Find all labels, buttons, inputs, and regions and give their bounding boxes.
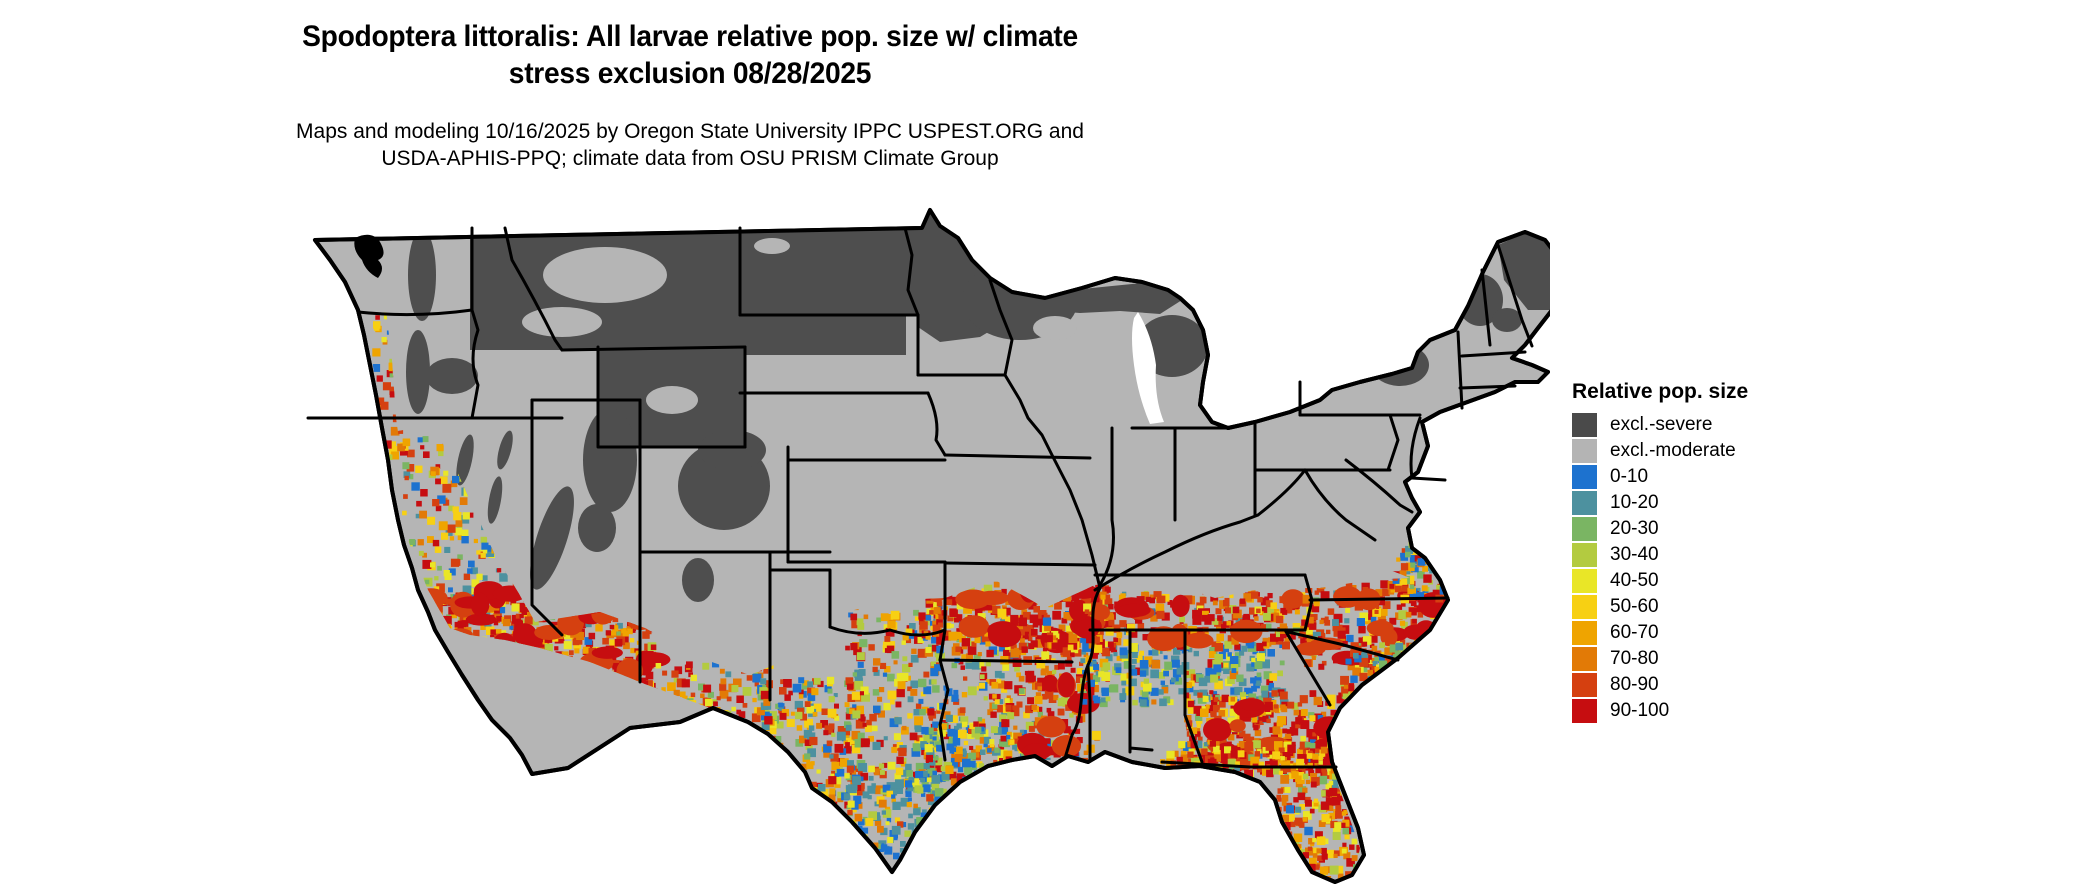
legend-row: 80-90 [1572, 672, 1812, 698]
legend-swatch [1572, 699, 1597, 723]
legend-label: excl.-severe [1610, 414, 1713, 435]
legend-swatch [1572, 413, 1597, 437]
legend-swatch [1572, 465, 1597, 489]
legend-swatch [1572, 621, 1597, 645]
title-line-2: stress exclusion 08/28/2025 [508, 57, 872, 90]
legend-label: 50-60 [1610, 596, 1659, 617]
legend: Relative pop. size excl.-severe excl.-mod… [1572, 380, 1812, 724]
subtitle-line-1: Maps and modeling 10/16/2025 by Oregon S… [296, 120, 1084, 143]
legend-row: 70-80 [1572, 646, 1812, 672]
legend-row: 50-60 [1572, 594, 1812, 620]
legend-label: 10-20 [1610, 492, 1659, 513]
legend-row: 0-10 [1572, 464, 1812, 490]
puget-sound [354, 234, 384, 278]
page-subtitle: Maps and modeling 10/16/2025 by Oregon S… [0, 118, 1380, 172]
legend-swatch [1572, 647, 1597, 671]
legend-swatch [1572, 543, 1597, 567]
subtitle-line-2: USDA-APHIS-PPQ; climate data from OSU PR… [381, 147, 999, 170]
legend-label: 90-100 [1610, 700, 1670, 721]
legend-rows: excl.-severe excl.-moderate 0-10 10-20 20-30… [1572, 412, 1812, 724]
legend-swatch [1572, 569, 1597, 593]
legend-swatch [1572, 517, 1597, 541]
legend-row: 60-70 [1572, 620, 1812, 646]
us-risk-map [300, 160, 1574, 892]
legend-row: 40-50 [1572, 568, 1812, 594]
legend-swatch [1572, 673, 1597, 697]
legend-row: 30-40 [1572, 542, 1812, 568]
legend-row: excl.-severe [1572, 412, 1812, 438]
title-line-1: Spodoptera littoralis: All larvae relati… [302, 20, 1078, 53]
legend-row: 10-20 [1572, 490, 1812, 516]
legend-label: 0-10 [1610, 466, 1649, 487]
legend-label: 20-30 [1610, 518, 1659, 539]
legend-label: 60-70 [1610, 622, 1659, 643]
lake-michigan [1132, 312, 1164, 424]
legend-title: Relative pop. size [1572, 380, 1749, 403]
legend-swatch [1572, 439, 1597, 463]
excluded-moderate-patches [522, 238, 1077, 414]
legend-row: 90-100 [1572, 698, 1812, 724]
legend-label: 70-80 [1610, 648, 1659, 669]
legend-label: 80-90 [1610, 674, 1659, 695]
page-title: Spodoptera littoralis: All larvae relati… [0, 18, 1380, 92]
legend-label: 40-50 [1610, 570, 1659, 591]
us-coastline [313, 208, 1574, 884]
us-map-svg [306, 208, 1574, 884]
legend-row: excl.-moderate [1572, 438, 1812, 464]
legend-swatch [1572, 595, 1597, 619]
legend-label: excl.-moderate [1610, 440, 1736, 461]
legend-swatch [1572, 491, 1597, 515]
state-borders [306, 226, 1534, 769]
legend-label: 30-40 [1610, 544, 1659, 565]
legend-row: 20-30 [1572, 516, 1812, 542]
